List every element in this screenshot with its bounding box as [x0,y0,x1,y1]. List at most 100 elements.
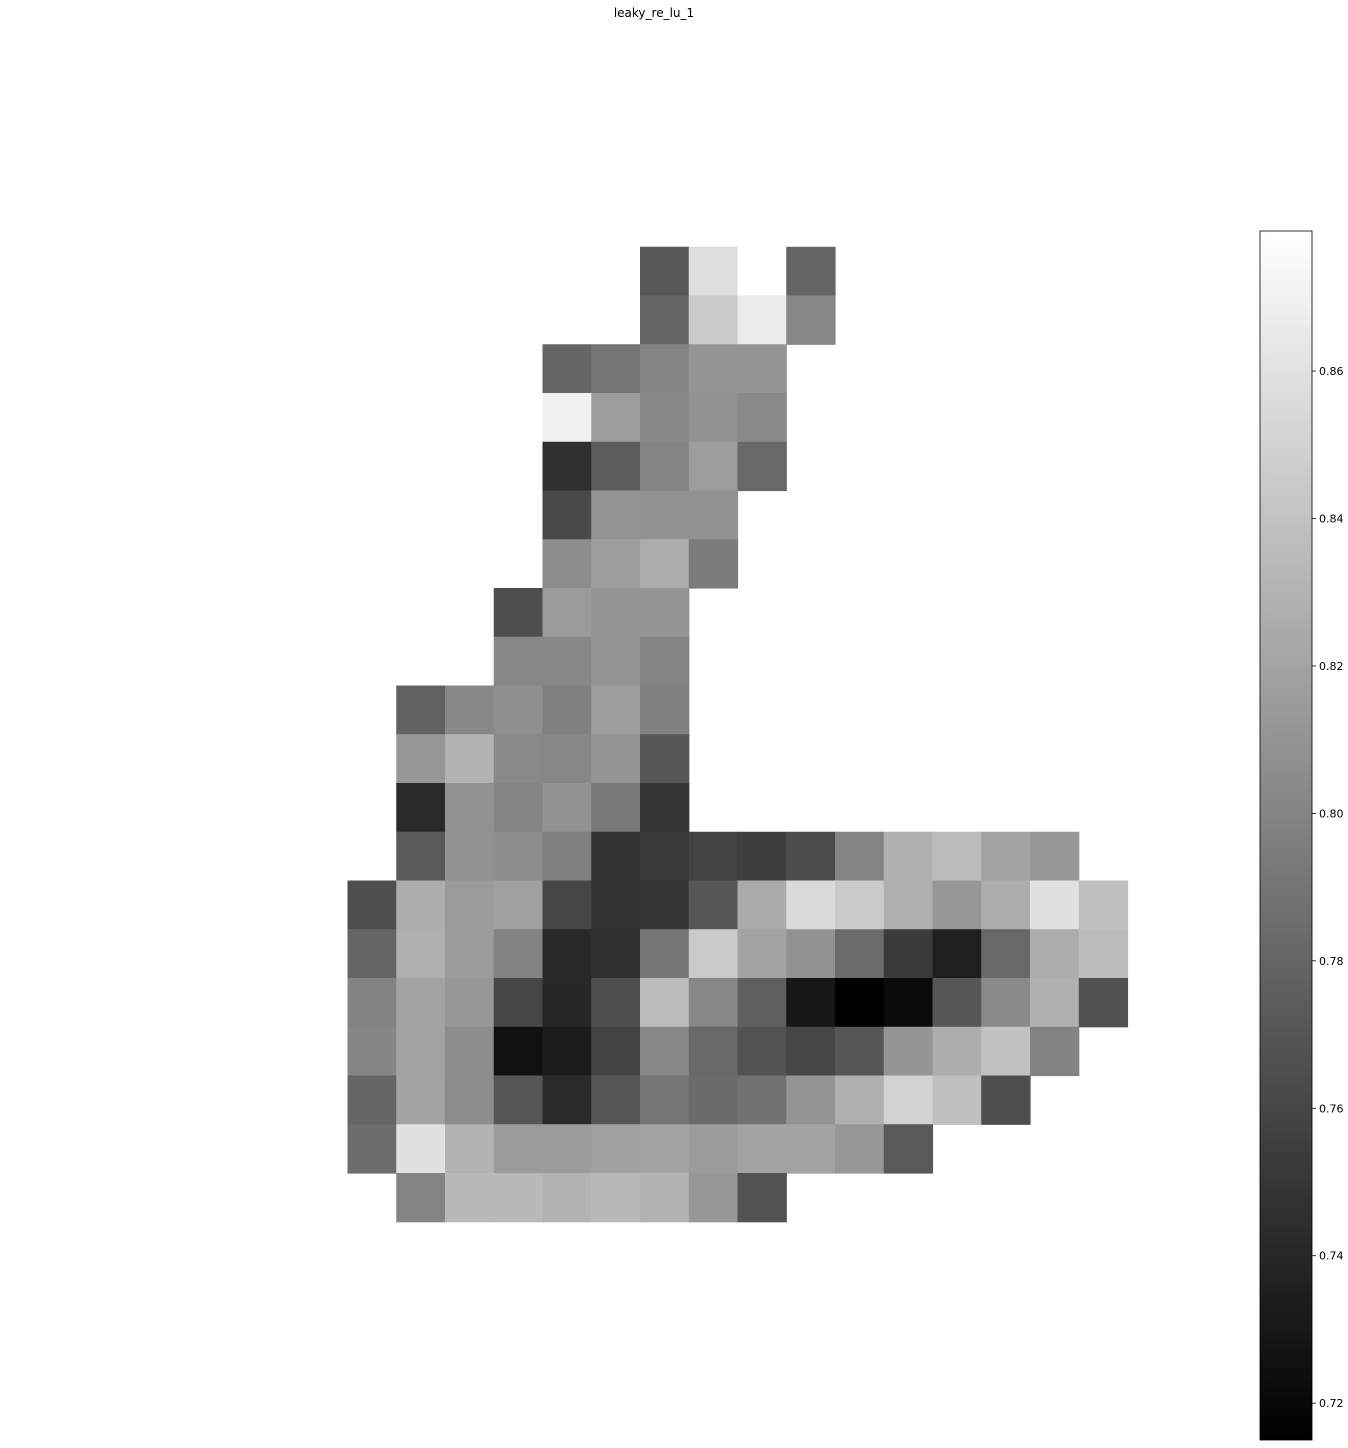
heatmap-cell [688,978,739,1028]
heatmap-cell [981,880,1031,930]
heatmap-cell [737,929,787,979]
heatmap-cell [932,831,982,882]
heatmap-cell [786,1124,836,1174]
heatmap-cell [396,685,446,735]
heatmap-cell [981,1075,1031,1125]
heatmap-cell [445,685,495,735]
heatmap-cell [493,978,544,1028]
heatmap-cell [932,929,982,979]
heatmap-cell [445,1075,495,1125]
heatmap-cell [786,1026,836,1077]
heatmap-cell [981,978,1031,1028]
heatmap-cell [591,978,641,1028]
heatmap-cell [493,734,544,784]
heatmap-cell [640,588,690,638]
heatmap-cell [737,1026,787,1077]
heatmap-cell [1030,929,1080,979]
heatmap-cell [932,978,982,1028]
heatmap-cell [493,880,544,930]
heatmap-cell [883,831,934,882]
heatmap-cell [640,344,690,394]
heatmap-cell [493,1026,544,1077]
heatmap-cell [883,1124,934,1174]
heatmap-cell [591,588,641,638]
heatmap-cell [640,1124,690,1174]
colorbar-tick-label: 0.72 [1319,1397,1344,1410]
heatmap-cell [688,1124,739,1174]
heatmap-cell [932,1075,982,1125]
colorbar-tick-label: 0.80 [1319,807,1344,820]
heatmap-cell [493,1075,544,1125]
heatmap-cell [688,1075,739,1125]
heatmap-cell [688,1173,739,1223]
heatmap-cell [688,880,739,930]
heatmap-cell [1030,1026,1080,1077]
heatmap-cell [347,929,397,979]
heatmap-cell [640,929,690,979]
heatmap-cell [591,393,641,443]
heatmap-cell [1030,880,1080,930]
colorbar-tick-label: 0.76 [1319,1102,1344,1115]
heatmap-cell [640,880,690,930]
heatmap-cell [396,783,446,833]
heatmap-cell [493,1124,544,1174]
heatmap-cell [542,880,592,930]
heatmap-cell [396,1075,446,1125]
colorbar: 0.72 0.74 0.76 0.78 0.80 0.82 0.84 0.86 [1259,230,1344,1441]
heatmap-cells [347,246,1129,1223]
heatmap-cell [542,783,592,833]
heatmap-cell [542,393,592,443]
heatmap-cell [542,1124,592,1174]
heatmap-cell [688,1026,739,1077]
heatmap-cell [591,783,641,833]
heatmap-cell [737,295,787,345]
heatmap-cell [493,929,544,979]
heatmap-cell [591,1173,641,1223]
heatmap-cell [396,831,446,882]
heatmap-cell [640,393,690,443]
heatmap-cell [347,880,397,930]
heatmap-cell [688,831,739,882]
heatmap-cell [542,1173,592,1223]
heatmap-cell [981,831,1031,882]
heatmap-cell [1030,978,1080,1028]
heatmap-cell [396,880,446,930]
heatmap-cell [445,880,495,930]
heatmap-cell [640,978,690,1028]
heatmap-cell [835,880,885,930]
heatmap-cell [396,978,446,1028]
heatmap-cell [737,978,787,1028]
heatmap-cell [883,880,934,930]
heatmap-cell [445,1173,495,1223]
heatmap-cell [883,1075,934,1125]
heatmap-cell [542,344,592,394]
heatmap-cell [445,1026,495,1077]
heatmap-cell [347,978,397,1028]
heatmap-cell [737,393,787,443]
heatmap-cell [542,539,592,589]
heatmap-cell [737,441,787,492]
heatmap-cell [981,1026,1031,1077]
heatmap-cell [396,1026,446,1077]
colorbar-gradient [1259,230,1313,1441]
heatmap-cell [396,1124,446,1174]
heatmap-cell [688,295,739,345]
heatmap-cell [1078,978,1129,1028]
heatmap-cell [737,1075,787,1125]
heatmap-cell [542,588,592,638]
heatmap-cell [542,734,592,784]
heatmap-cell [542,1075,592,1125]
heatmap-cell [932,1026,982,1077]
heatmap-cell [835,929,885,979]
heatmap-cell [688,393,739,443]
heatmap-cell [688,344,739,394]
heatmap-cell [640,1026,690,1077]
heatmap-cell [542,831,592,882]
colorbar-tick-label: 0.74 [1319,1250,1344,1263]
heatmap-cell [591,539,641,589]
heatmap-cell [640,441,690,492]
heatmap-cell [445,783,495,833]
heatmap-cell [737,880,787,930]
heatmap-cell [396,1173,446,1223]
